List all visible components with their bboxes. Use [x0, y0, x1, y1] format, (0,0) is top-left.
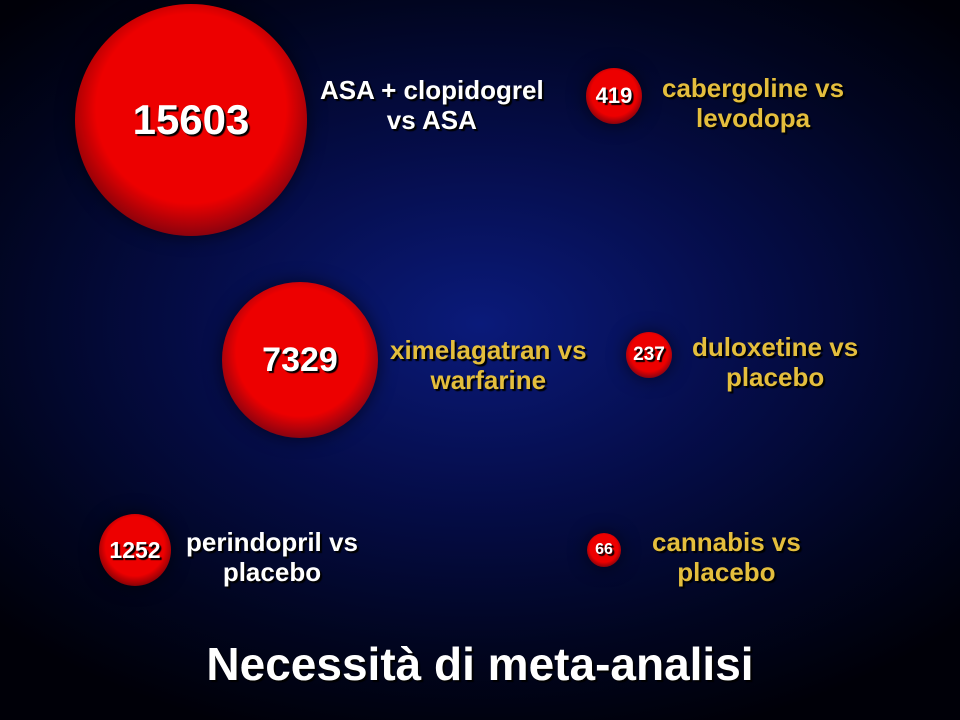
bubble-value: 66 [595, 541, 613, 559]
label-line: cabergoline vs [662, 74, 844, 104]
label-line: cannabis vs [652, 528, 801, 558]
bubble-15603: 15603 [75, 4, 307, 236]
label-line: perindopril vs [186, 528, 358, 558]
bubble-7329: 7329 [222, 282, 378, 438]
bubble-419: 419 [586, 68, 642, 124]
label-line: duloxetine vs [692, 333, 858, 363]
label-asa-clopidogrel: ASA + clopidogrel vs ASA [320, 76, 544, 136]
label-cabergoline: cabergoline vs levodopa [662, 74, 844, 134]
label-line: levodopa [662, 104, 844, 134]
label-cannabis: cannabis vs placebo [652, 528, 801, 588]
label-line: placebo [692, 363, 858, 393]
label-perindopril: perindopril vs placebo [186, 528, 358, 588]
bubble-value: 15603 [133, 96, 250, 144]
bubble-value: 7329 [262, 341, 338, 380]
slide-title: Necessità di meta-analisi [0, 637, 960, 691]
label-line: vs ASA [320, 106, 544, 136]
bubble-237: 237 [626, 332, 672, 378]
label-line: ASA + clopidogrel [320, 76, 544, 106]
label-line: ximelagatran vs [390, 336, 587, 366]
bubble-value: 237 [633, 344, 665, 366]
label-line: placebo [652, 558, 801, 588]
bubble-value: 1252 [109, 537, 160, 564]
label-line: placebo [186, 558, 358, 588]
label-line: warfarine [390, 366, 587, 396]
bubble-value: 419 [596, 83, 633, 109]
bubble-66: 66 [587, 533, 621, 567]
label-ximelagatran: ximelagatran vs warfarine [390, 336, 587, 396]
label-duloxetine: duloxetine vs placebo [692, 333, 858, 393]
bubble-1252: 1252 [99, 514, 171, 586]
